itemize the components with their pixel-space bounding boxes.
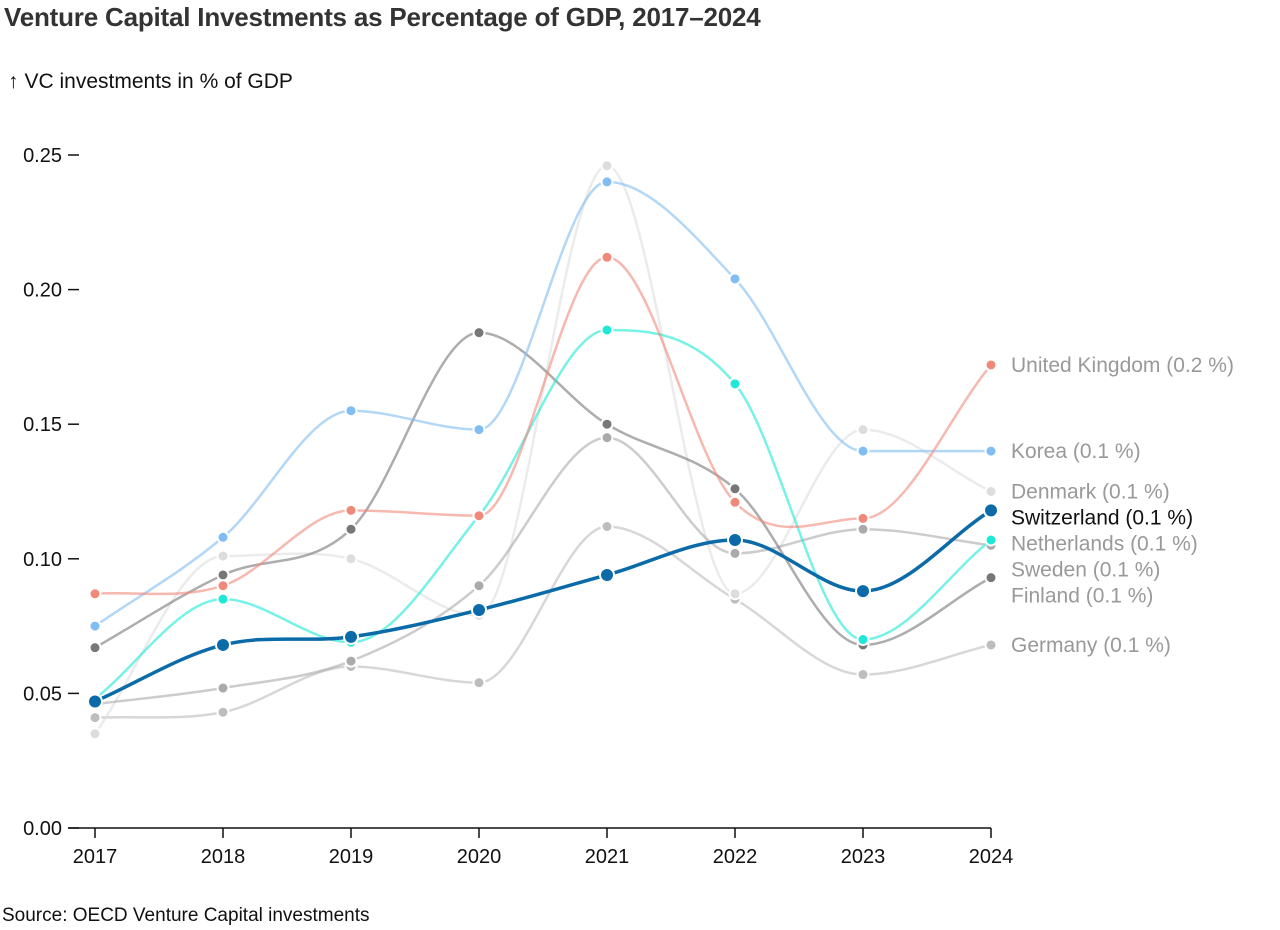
y-axis-label-text: VC investments in % of GDP <box>24 70 293 93</box>
data-point <box>472 509 486 523</box>
data-point <box>215 636 231 653</box>
data-point <box>344 522 358 536</box>
data-point <box>216 579 230 593</box>
series-labels: United Kingdom (0.2 %) Korea (0.1 %) Denma… <box>1011 354 1234 657</box>
up-arrow-icon: ↑ <box>8 70 19 93</box>
data-point <box>984 571 998 585</box>
y-axis-label: ↑ VC investments in % of GDP <box>8 70 293 94</box>
series-united-kingdom <box>88 250 998 601</box>
data-point <box>600 431 614 445</box>
series-label: Denmark (0.1 %) <box>1011 481 1170 504</box>
data-point <box>856 522 870 536</box>
data-point <box>471 601 487 618</box>
data-point <box>344 552 358 566</box>
series-line <box>94 331 992 649</box>
data-point <box>728 377 742 391</box>
series-label: Germany (0.1 %) <box>1011 634 1171 657</box>
data-point <box>88 587 102 601</box>
x-axis: 2017 2018 2019 2020 2021 2022 2023 2024 <box>68 827 1014 868</box>
data-point <box>856 511 870 525</box>
y-tick-label: 0.15 <box>23 414 62 436</box>
data-point <box>984 444 998 458</box>
series-label: Finland (0.1 %) <box>1011 585 1153 608</box>
data-point <box>856 633 870 647</box>
series-label: Sweden (0.1 %) <box>1011 559 1160 582</box>
data-point <box>87 693 103 710</box>
series-label: Switzerland (0.1 %) <box>1011 507 1193 530</box>
y-tick-label: 0.10 <box>23 549 62 571</box>
chart-source: Source: OECD Venture Capital investments <box>2 905 370 926</box>
data-point <box>984 358 998 372</box>
y-tick-label: 0.05 <box>23 683 62 705</box>
series-line <box>94 436 992 706</box>
data-point <box>344 404 358 418</box>
data-point <box>727 531 743 548</box>
series-label: Korea (0.1 %) <box>1011 440 1141 463</box>
x-tick-label: 2018 <box>201 846 246 868</box>
data-point <box>600 519 614 533</box>
data-point <box>216 530 230 544</box>
data-point <box>600 417 614 431</box>
data-point <box>984 485 998 498</box>
x-tick-label: 2020 <box>457 846 502 868</box>
series-line <box>94 256 992 596</box>
data-point <box>472 423 486 437</box>
data-point <box>728 495 742 509</box>
y-tick-label: 0.25 <box>23 145 62 167</box>
data-point <box>344 654 358 668</box>
data-point <box>600 159 614 173</box>
data-point <box>855 583 871 600</box>
data-point <box>343 628 359 645</box>
series-denmark <box>88 159 998 741</box>
chart-title: Venture Capital Investments as Percentag… <box>4 2 761 32</box>
series-switzerland <box>87 502 999 710</box>
data-point <box>856 423 870 437</box>
x-tick-label: 2023 <box>841 846 886 868</box>
data-point <box>600 250 614 264</box>
data-point <box>216 592 230 606</box>
series-line <box>94 180 991 628</box>
x-tick-label: 2021 <box>585 846 630 868</box>
series-label: Netherlands (0.1 %) <box>1011 533 1198 556</box>
x-tick-label: 2019 <box>329 846 374 868</box>
data-point <box>344 503 358 517</box>
y-tick-label: 0.20 <box>23 280 62 302</box>
data-point <box>728 272 742 286</box>
data-point <box>472 579 486 593</box>
data-point <box>856 668 870 682</box>
data-point <box>728 482 742 496</box>
data-point <box>472 676 486 690</box>
y-axis: 0.00 0.05 0.10 0.15 0.20 0.25 <box>23 145 79 840</box>
data-point <box>88 711 102 725</box>
data-point <box>216 568 230 582</box>
series-finland <box>88 326 998 655</box>
series-line <box>93 164 992 735</box>
data-point <box>88 619 102 633</box>
x-tick-label: 2017 <box>73 846 118 868</box>
data-point <box>728 587 742 601</box>
x-tick-label: 2024 <box>969 846 1014 868</box>
data-point <box>216 549 230 563</box>
data-point <box>983 502 999 519</box>
data-point <box>88 641 102 655</box>
data-point <box>599 566 615 583</box>
data-point <box>600 323 614 337</box>
data-point <box>984 638 998 652</box>
data-point <box>856 444 870 458</box>
series-label: United Kingdom (0.2 %) <box>1011 354 1234 377</box>
series-line <box>94 328 992 700</box>
series-korea <box>88 175 998 633</box>
x-tick-label: 2022 <box>713 846 758 868</box>
data-point <box>88 727 102 741</box>
data-point <box>728 546 742 560</box>
data-point <box>472 326 486 340</box>
y-tick-label: 0.00 <box>23 818 62 840</box>
data-point <box>984 533 998 547</box>
data-point <box>216 681 230 695</box>
data-point <box>600 175 614 189</box>
data-point <box>216 705 230 719</box>
